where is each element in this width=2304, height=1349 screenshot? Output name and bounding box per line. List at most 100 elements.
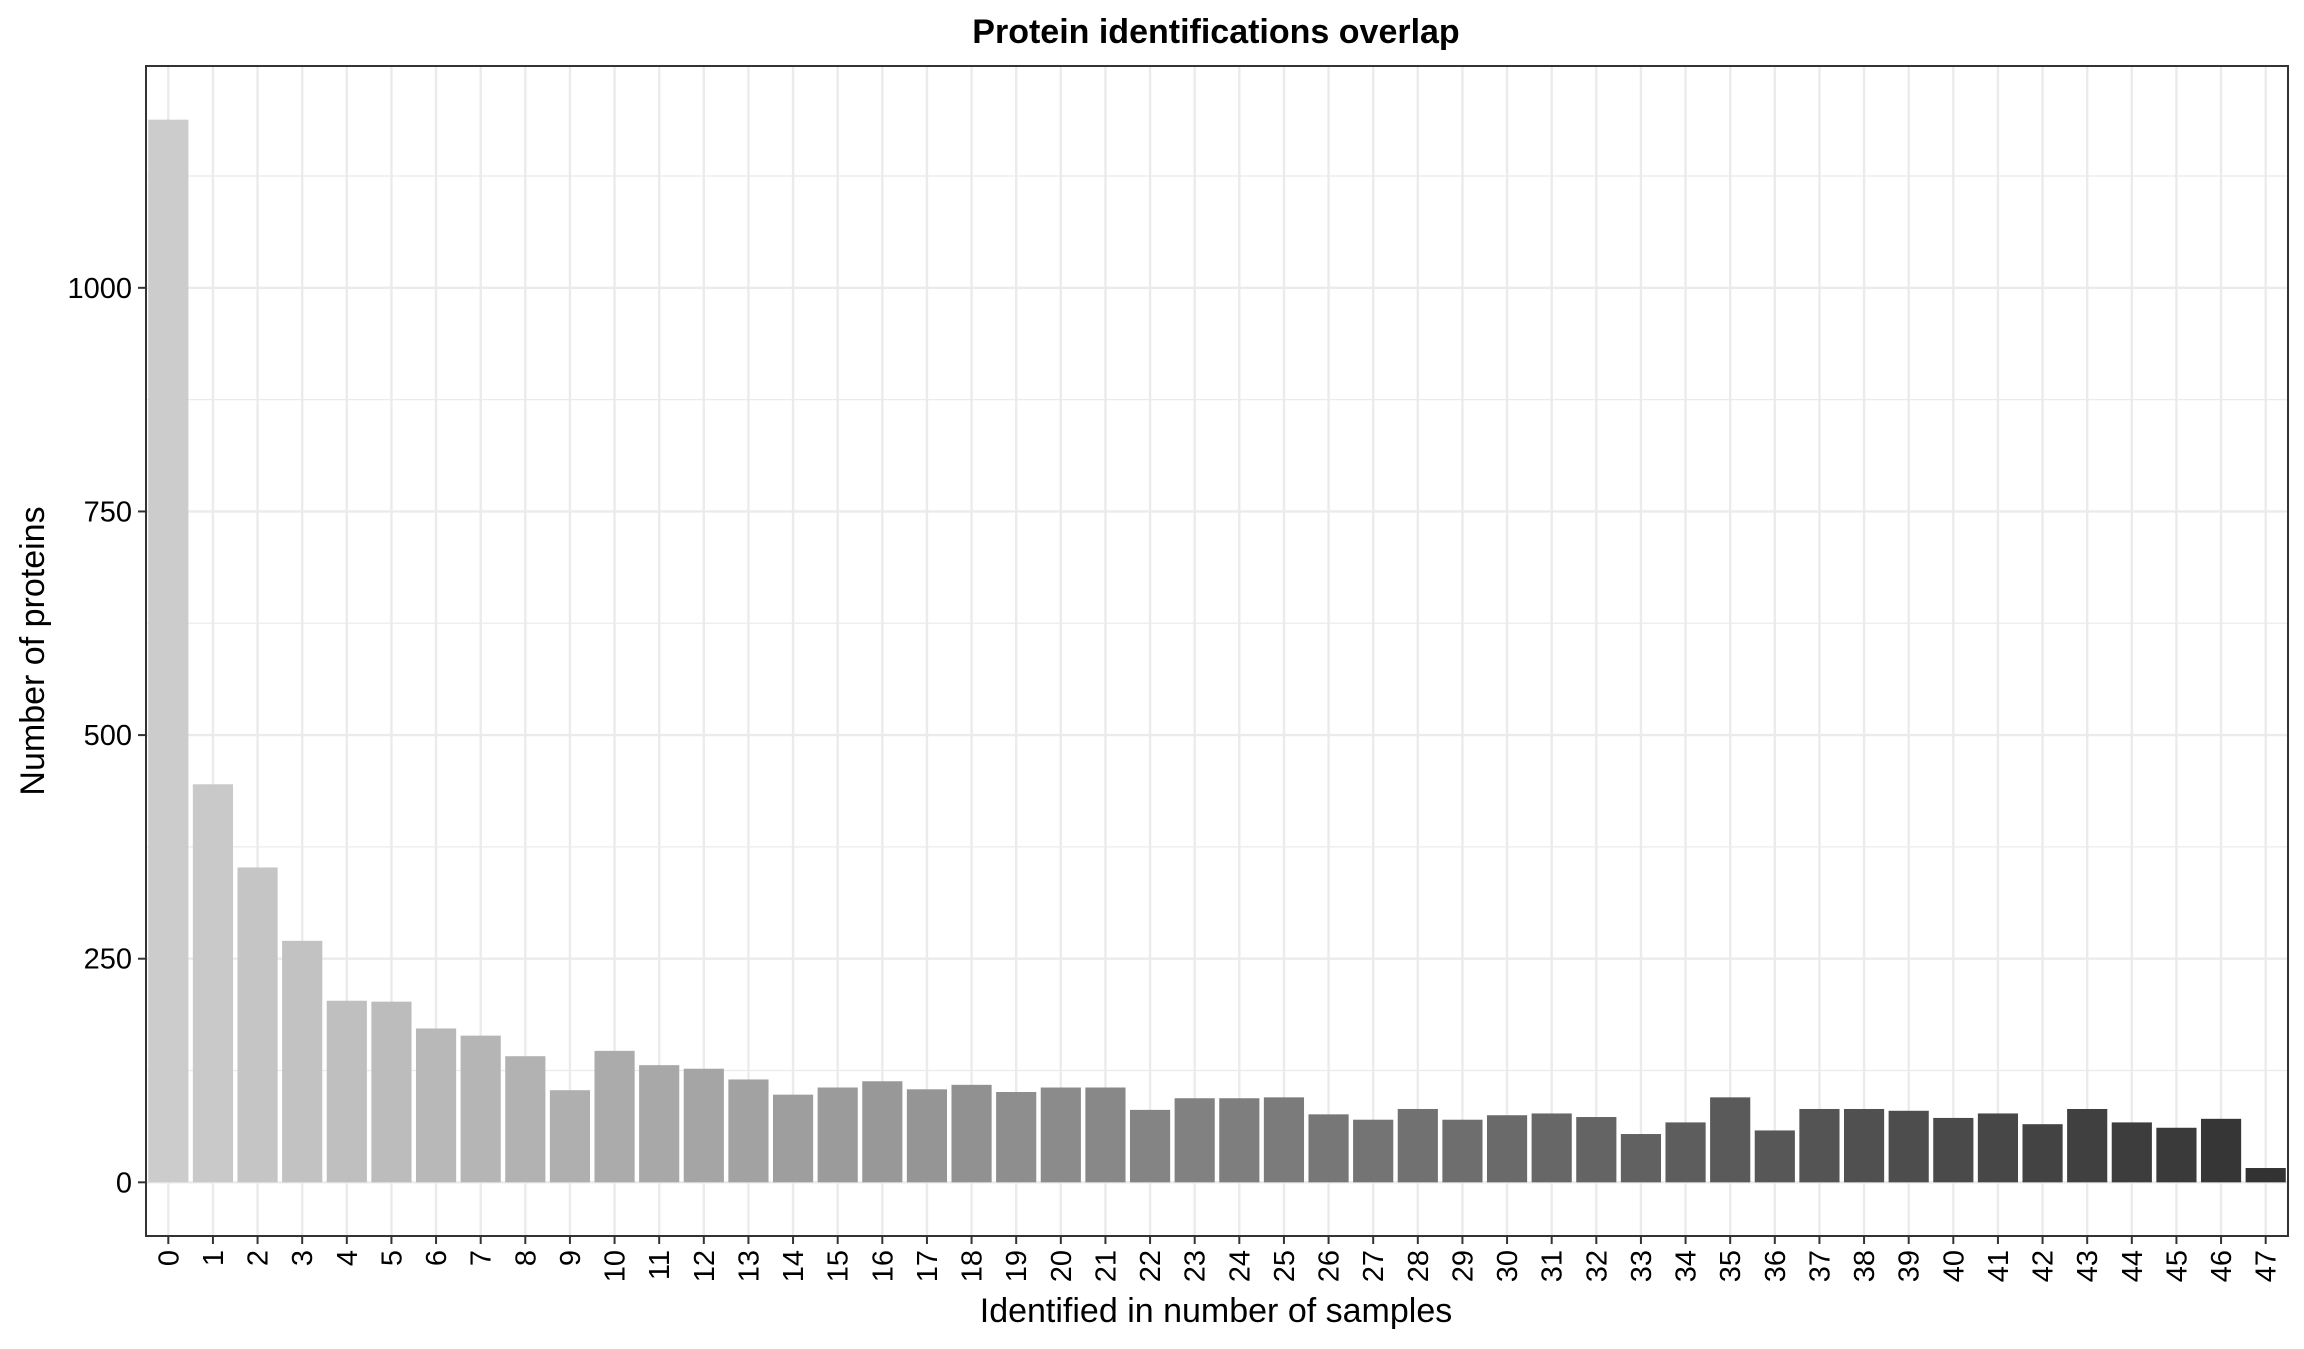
- bar-21: [1085, 1087, 1126, 1183]
- bar-23: [1174, 1098, 1215, 1183]
- x-tick-label: 44: [2117, 1250, 2149, 1282]
- bar-9: [549, 1090, 591, 1183]
- x-tick-label: 39: [1894, 1250, 1926, 1282]
- x-tick-label: 27: [1358, 1250, 1390, 1282]
- bar-47: [2245, 1168, 2286, 1183]
- x-tick-label: 20: [1046, 1250, 1078, 1282]
- y-axis-label: Number of proteins: [14, 506, 52, 795]
- bar-31: [1531, 1113, 1572, 1183]
- bar-8: [505, 1056, 546, 1183]
- x-tick-label: 26: [1314, 1250, 1346, 1282]
- bar-28: [1397, 1108, 1438, 1183]
- x-tick-label: 36: [1760, 1250, 1792, 1282]
- bar-22: [1129, 1109, 1171, 1183]
- x-tick-label: 13: [733, 1250, 765, 1282]
- x-tick-label: 33: [1626, 1250, 1658, 1282]
- x-tick-label: 4: [332, 1250, 364, 1266]
- x-tick-label: 10: [600, 1250, 632, 1282]
- x-tick-label: 16: [867, 1250, 899, 1282]
- x-tick-label: 43: [2072, 1250, 2104, 1282]
- bar-11: [639, 1065, 680, 1183]
- bar-0: [148, 119, 189, 1183]
- bar-13: [728, 1079, 769, 1183]
- bar-34: [1665, 1122, 1706, 1183]
- bar-2: [237, 867, 278, 1183]
- bar-17: [906, 1089, 948, 1183]
- x-tick-label: 8: [510, 1250, 542, 1266]
- x-tick-label: 9: [555, 1250, 587, 1266]
- bar-4: [326, 1000, 367, 1183]
- plot-panel: [146, 66, 2288, 1236]
- x-tick-label: 47: [2251, 1250, 2283, 1282]
- bar-46: [2200, 1118, 2242, 1183]
- x-tick-label: 5: [376, 1250, 408, 1266]
- bar-18: [951, 1084, 992, 1183]
- bar-45: [2156, 1127, 2197, 1183]
- x-tick-label: 25: [1269, 1250, 1301, 1282]
- bar-6: [415, 1028, 457, 1183]
- y-tick-label: 0: [116, 1167, 132, 1199]
- bar-37: [1799, 1108, 1840, 1183]
- x-tick-label: 24: [1224, 1250, 1256, 1282]
- x-tick-label: 23: [1180, 1250, 1212, 1282]
- x-tick-label: 34: [1671, 1250, 1703, 1282]
- x-tick-label: 32: [1581, 1250, 1613, 1282]
- bar-42: [2022, 1124, 2063, 1183]
- x-tick-label: 15: [823, 1250, 855, 1282]
- x-axis-label: Identified in number of samples: [980, 1292, 1452, 1330]
- x-tick-label: 35: [1715, 1250, 1747, 1282]
- y-tick-label: 500: [84, 720, 132, 752]
- x-tick-label: 6: [421, 1250, 453, 1266]
- x-tick-label: 30: [1492, 1250, 1524, 1282]
- bar-5: [371, 1001, 412, 1183]
- y-tick-label: 1000: [67, 273, 132, 305]
- x-tick-label: 19: [1001, 1250, 1033, 1282]
- bar-38: [1843, 1108, 1885, 1183]
- bar-26: [1308, 1114, 1349, 1183]
- bar-36: [1754, 1130, 1795, 1183]
- bar-32: [1576, 1117, 1617, 1183]
- panel-border: [145, 65, 2289, 1237]
- x-tick-label: 38: [1849, 1250, 1881, 1282]
- bar-33: [1620, 1134, 1662, 1183]
- x-tick-label: 31: [1537, 1250, 1569, 1282]
- x-tick-label: 41: [1983, 1250, 2015, 1282]
- x-tick-label: 45: [2161, 1250, 2193, 1282]
- bar-12: [683, 1068, 724, 1183]
- bar-19: [996, 1091, 1037, 1183]
- x-tick-label: 0: [153, 1250, 185, 1266]
- bar-35: [1710, 1097, 1751, 1183]
- bar-7: [460, 1035, 501, 1183]
- x-tick-label: 18: [957, 1250, 989, 1282]
- bars: [148, 119, 2286, 1183]
- x-tick-label: 29: [1447, 1250, 1479, 1282]
- bar-24: [1219, 1098, 1260, 1183]
- bar-40: [1933, 1117, 1974, 1183]
- x-tick-label: 42: [2028, 1250, 2060, 1282]
- x-tick-label: 17: [912, 1250, 944, 1282]
- y-tick-label: 250: [84, 944, 132, 976]
- bar-1: [192, 784, 234, 1183]
- bar-16: [862, 1081, 903, 1183]
- grid-lines: [146, 66, 2288, 1236]
- x-tick-label: 7: [466, 1250, 498, 1266]
- bar-30: [1486, 1115, 1528, 1183]
- bar-20: [1040, 1087, 1081, 1183]
- bar-43: [2067, 1108, 2108, 1183]
- x-tick-label: 37: [1804, 1250, 1836, 1282]
- x-tick-label: 3: [287, 1250, 319, 1266]
- bar-3: [282, 940, 323, 1183]
- y-tick-label: 750: [84, 496, 132, 528]
- bar-39: [1888, 1110, 1929, 1183]
- x-tick-label: 40: [1938, 1250, 1970, 1282]
- bar-44: [2111, 1122, 2152, 1183]
- bar-10: [594, 1050, 635, 1183]
- x-tick-label: 22: [1135, 1250, 1167, 1282]
- x-tick-label: 46: [2206, 1250, 2238, 1282]
- bar-41: [1977, 1113, 2019, 1183]
- x-tick-label: 2: [243, 1250, 275, 1266]
- bar-29: [1442, 1119, 1483, 1183]
